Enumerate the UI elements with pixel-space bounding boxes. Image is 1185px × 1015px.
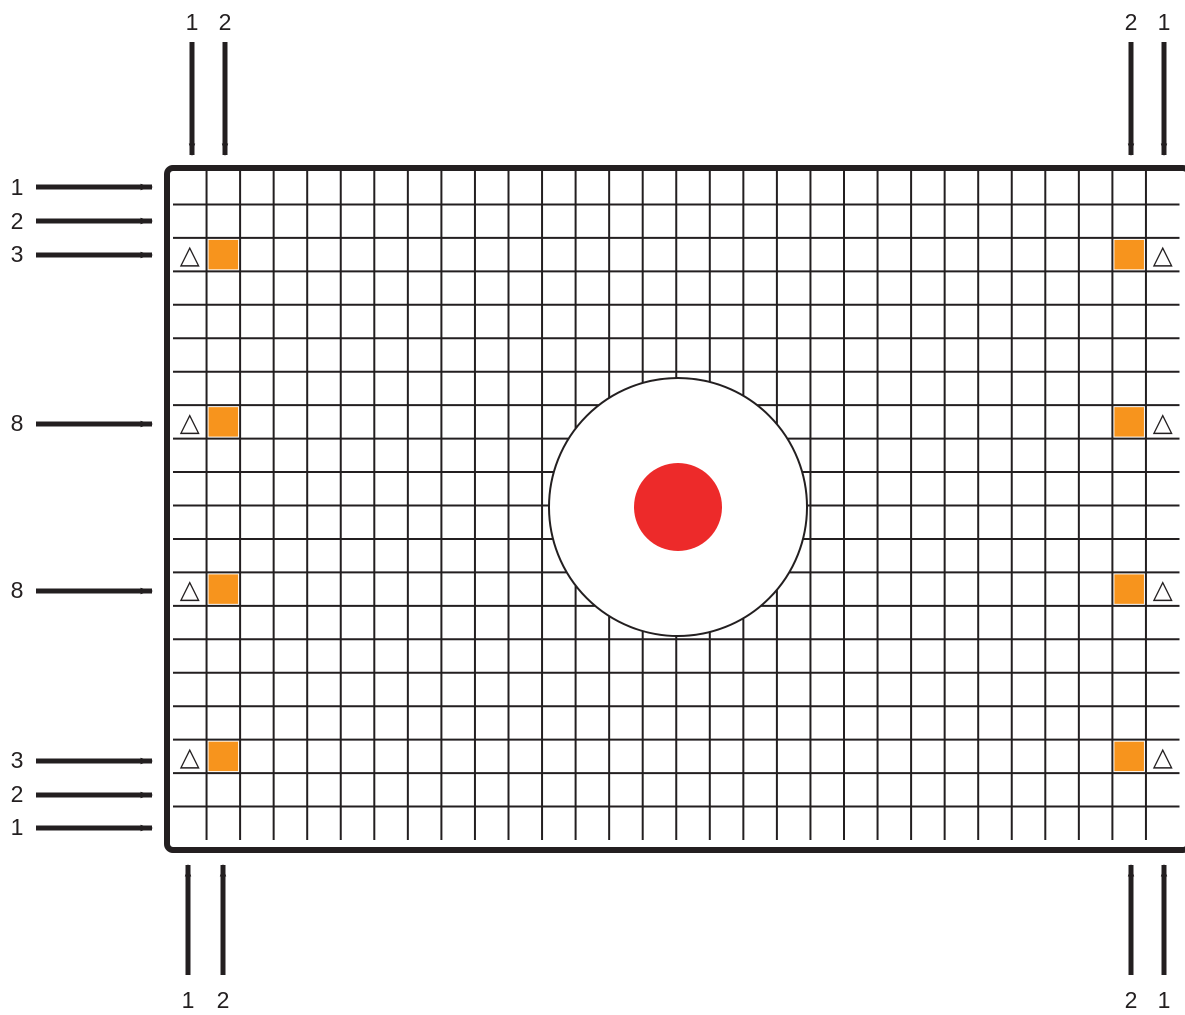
triangle-outline-icon: △	[1153, 742, 1173, 772]
top-label-left-outer: 1	[186, 9, 199, 35]
bottom-label-right-outer: 1	[1158, 987, 1171, 1013]
left-label-row-3-bottom: 3	[11, 747, 24, 773]
left-label-row-8b: 8	[11, 577, 24, 603]
orange-square-marker	[1114, 741, 1144, 772]
left-label-row-1-bottom: 1	[11, 814, 24, 840]
bottom-label-left-inner: 2	[217, 987, 230, 1013]
left-label-row-2: 2	[11, 208, 24, 234]
triangle-outline-icon: △	[1153, 408, 1173, 438]
bottom-label-left-outer: 1	[182, 987, 195, 1013]
bottom-label-right-inner: 2	[1125, 987, 1138, 1013]
left-label-row-2-bottom: 2	[11, 781, 24, 807]
left-label-row-3: 3	[11, 241, 24, 267]
top-label-left-inner: 2	[219, 9, 232, 35]
left-label-row-8a: 8	[11, 410, 24, 436]
triangle-outline-icon: △	[180, 575, 200, 605]
orange-square-marker	[1114, 574, 1144, 604]
triangle-outline-icon: △	[1153, 575, 1173, 605]
target-red-dot	[634, 463, 722, 551]
top-label-right-inner: 2	[1125, 9, 1138, 35]
grid-frame	[164, 165, 1185, 853]
orange-square-marker	[208, 407, 239, 437]
triangle-outline-icon: △	[180, 742, 200, 772]
top-label-right-outer: 1	[1158, 9, 1171, 35]
triangle-outline-icon: △	[180, 408, 200, 438]
orange-square-marker	[208, 239, 239, 270]
orange-square-marker	[208, 574, 239, 604]
arrows	[36, 42, 1168, 975]
edge-markers: △ △ △ △ △ △ △ △	[180, 239, 1173, 772]
orange-square-marker	[1114, 239, 1144, 270]
orange-square-marker	[208, 741, 239, 772]
triangle-outline-icon: △	[1153, 241, 1173, 271]
triangle-outline-icon: △	[180, 241, 200, 271]
left-label-row-1: 1	[11, 174, 24, 200]
orange-square-marker	[1114, 407, 1144, 437]
center-target	[548, 377, 808, 637]
